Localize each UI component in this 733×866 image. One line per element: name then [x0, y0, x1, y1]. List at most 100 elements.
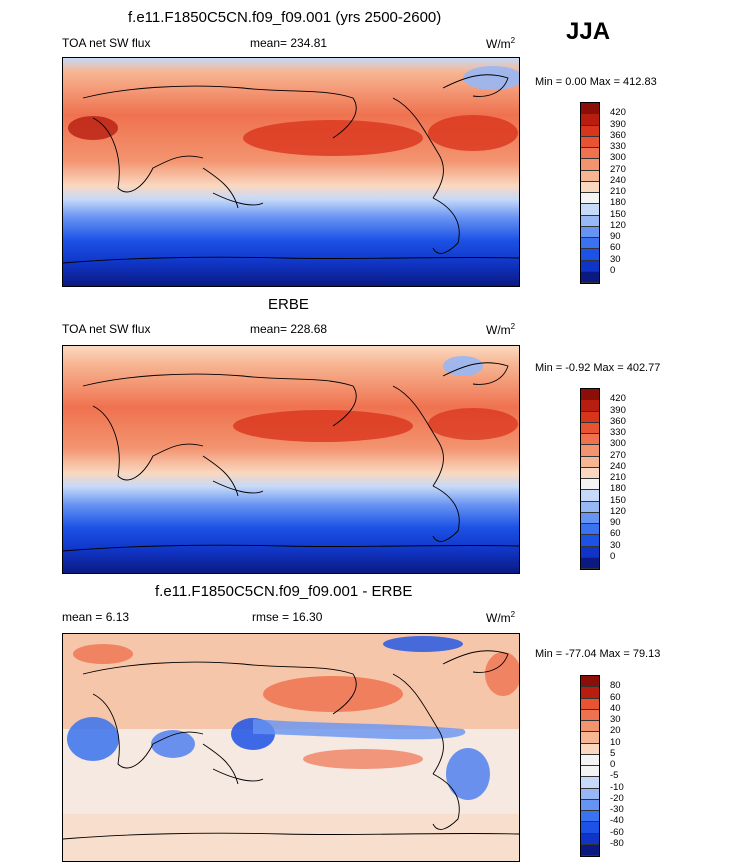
- colorbar-segment: [581, 524, 599, 536]
- colorbar-tick-label: -5: [610, 770, 619, 782]
- colorbar-tick-label: 390: [610, 118, 626, 130]
- colorbar-segment: [581, 434, 599, 446]
- colorbar-tick-label: 120: [610, 219, 626, 231]
- colorbar-segment: [581, 687, 599, 699]
- colorbar-tick-label: 240: [610, 460, 626, 472]
- colorbar-segment: [581, 238, 599, 250]
- colorbar-tick-label: 0: [610, 264, 616, 276]
- colorbar-tick-label: 300: [610, 438, 626, 450]
- panel-1-mean: mean= 234.81: [250, 36, 328, 50]
- colorbar-segment: [581, 833, 599, 845]
- colorbar-segment: [581, 479, 599, 491]
- colorbar-segment: [581, 204, 599, 216]
- colorbar-tick-label: -40: [610, 815, 624, 827]
- colorbar-segment: [581, 709, 599, 721]
- colorbar-segment: [581, 777, 599, 789]
- colorbar-segment: [581, 215, 599, 227]
- colorbar-tick-label: 420: [610, 107, 626, 119]
- panel-1-units: W/m2: [486, 36, 516, 51]
- colorbar-segment: [581, 103, 599, 115]
- panel-3-units: W/m2: [486, 610, 516, 625]
- panel-1-variable: TOA net SW flux: [62, 36, 151, 50]
- colorbar-tick-label: 180: [610, 197, 626, 209]
- panel-3-map: [62, 633, 520, 862]
- colorbar-tick-label: 40: [610, 702, 621, 714]
- colorbar-segment: [581, 698, 599, 710]
- colorbar-segment: [581, 260, 599, 272]
- colorbar-tick-label: 30: [610, 714, 621, 725]
- map-field-difference: [63, 634, 519, 861]
- colorbar-segment: [581, 732, 599, 744]
- colorbar-tick-label: 60: [610, 242, 621, 254]
- colorbar-segment: [581, 512, 599, 524]
- colorbar-segment: [581, 456, 599, 468]
- colorbar-segment: [581, 467, 599, 479]
- colorbar-tick-label: 30: [610, 253, 621, 265]
- panel-1-map: [62, 57, 520, 287]
- colorbar-segment: [581, 754, 599, 766]
- colorbar-tick-label: -60: [610, 826, 624, 838]
- colorbar-segment: [581, 788, 599, 800]
- colorbar-tick-label: 80: [610, 680, 621, 692]
- colorbar-segment: [581, 822, 599, 834]
- colorbar-tick-label: 240: [610, 174, 626, 186]
- colorbar-tick-label: -80: [610, 837, 624, 849]
- colorbar-segment: [581, 811, 599, 823]
- colorbar-segment: [581, 411, 599, 423]
- panel-2-mean: mean= 228.68: [250, 322, 328, 336]
- colorbar-segment: [581, 490, 599, 502]
- colorbar-segment: [581, 271, 599, 283]
- colorbar-segment: [581, 125, 599, 137]
- colorbar-tick-label: 5: [610, 747, 616, 759]
- colorbar-segment: [581, 400, 599, 412]
- colorbar-tick-label: 90: [610, 517, 621, 528]
- map-field-model: [63, 58, 519, 286]
- panel-1-colorbar: [580, 102, 600, 284]
- panel-2-minmax: Min = -0.92 Max = 402.77: [535, 362, 661, 374]
- colorbar-tick-label: 180: [610, 483, 626, 495]
- colorbar-segment: [581, 193, 599, 205]
- season-label: JJA: [566, 18, 611, 45]
- colorbar-tick-label: 330: [610, 141, 626, 152]
- colorbar-tick-label: 270: [610, 163, 626, 175]
- colorbar-segment: [581, 136, 599, 148]
- colorbar-tick-label: -20: [610, 792, 624, 804]
- panel-2-title: ERBE: [268, 296, 309, 313]
- map-field-obs: [63, 346, 519, 573]
- panel-2-map: [62, 345, 520, 574]
- colorbar-tick-label: 0: [610, 550, 616, 562]
- colorbar-segment: [581, 721, 599, 733]
- colorbar-segment: [581, 766, 599, 778]
- colorbar-segment: [581, 445, 599, 457]
- colorbar-segment: [581, 170, 599, 182]
- colorbar-segment: [581, 389, 599, 401]
- colorbar-tick-label: 150: [610, 494, 626, 506]
- colorbar-tick-label: 0: [610, 759, 616, 770]
- colorbar-tick-label: 90: [610, 231, 621, 242]
- colorbar-tick-label: 270: [610, 449, 626, 461]
- colorbar-tick-label: 10: [610, 736, 621, 748]
- colorbar-segment: [581, 422, 599, 434]
- panel-1-title: f.e11.F1850C5CN.f09_f09.001 (yrs 2500-26…: [128, 9, 442, 26]
- colorbar-segment: [581, 844, 599, 856]
- colorbar-tick-label: 210: [610, 472, 626, 483]
- colorbar-segment: [581, 501, 599, 513]
- colorbar-tick-label: 360: [610, 129, 626, 141]
- colorbar-segment: [581, 148, 599, 160]
- colorbar-tick-label: 420: [610, 393, 626, 405]
- colorbar-segment: [581, 159, 599, 171]
- colorbar-tick-label: 360: [610, 415, 626, 427]
- colorbar-segment: [581, 743, 599, 755]
- colorbar-tick-label: 60: [610, 528, 621, 540]
- panel-3-colorbar: [580, 675, 600, 857]
- colorbar-segment: [581, 535, 599, 547]
- colorbar-tick-label: -30: [610, 804, 624, 815]
- colorbar-tick-label: 30: [610, 539, 621, 551]
- panel-2-units: W/m2: [486, 322, 516, 337]
- colorbar-tick-label: 330: [610, 427, 626, 438]
- colorbar-segment: [581, 799, 599, 811]
- colorbar-tick-label: 120: [610, 505, 626, 517]
- colorbar-tick-label: 60: [610, 691, 621, 703]
- colorbar-tick-label: 150: [610, 208, 626, 220]
- colorbar-segment: [581, 546, 599, 558]
